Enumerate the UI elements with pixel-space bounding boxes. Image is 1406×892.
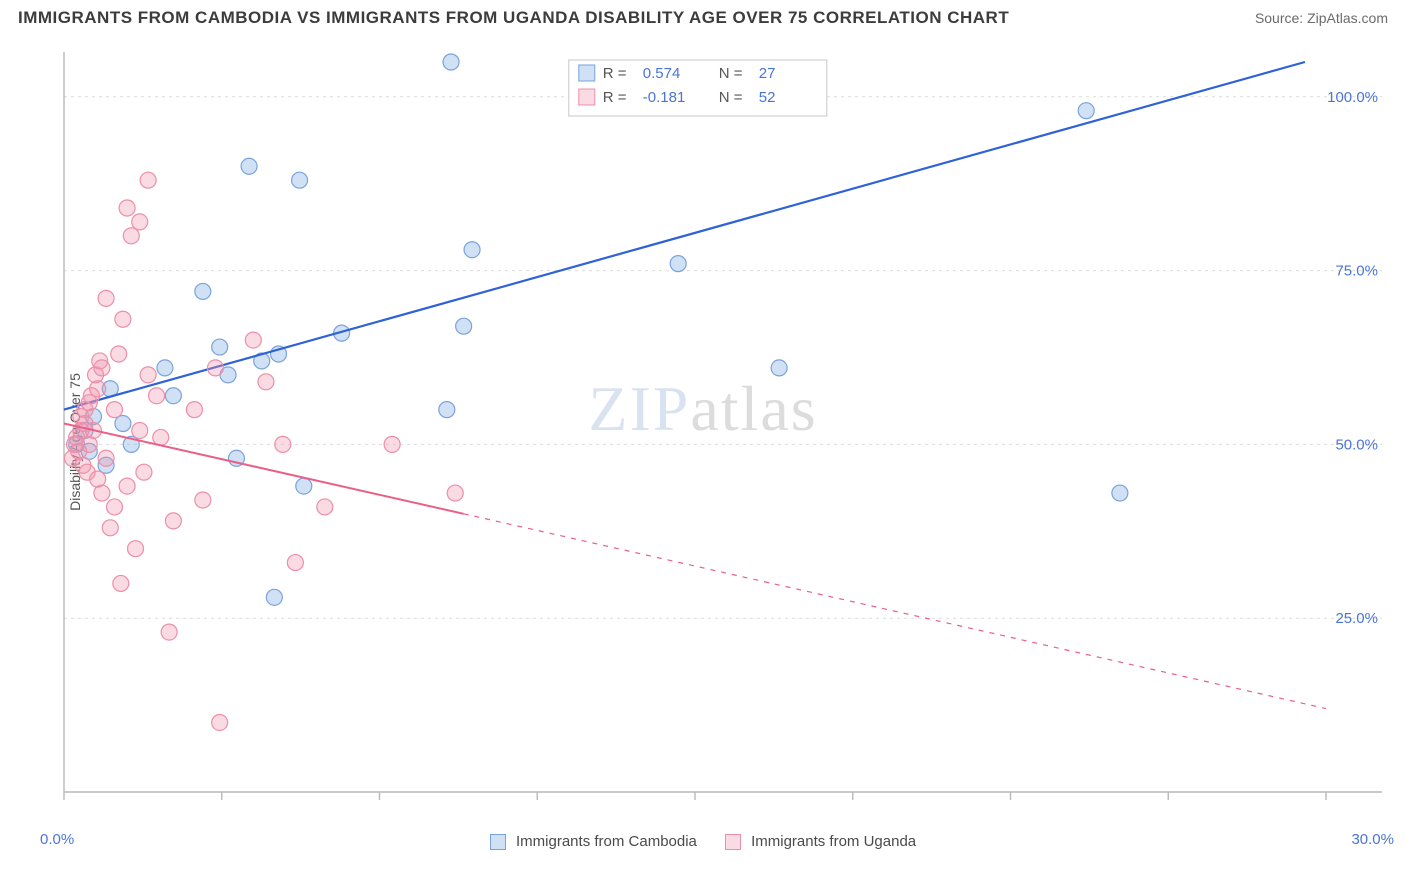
legend-item-cambodia: Immigrants from Cambodia <box>490 833 697 850</box>
series-legend: Immigrants from Cambodia Immigrants from… <box>0 833 1406 850</box>
svg-text:R =: R = <box>603 65 627 82</box>
svg-text:100.0%: 100.0% <box>1327 89 1378 106</box>
svg-text:-0.181: -0.181 <box>643 89 686 106</box>
legend-swatch-uganda <box>725 834 741 850</box>
svg-text:N =: N = <box>719 89 743 106</box>
plot-area: Disability Age Over 75 ZIPatlas 25.0%50.… <box>0 32 1406 852</box>
legend-swatch-cambodia <box>490 834 506 850</box>
source-attribution: Source: ZipAtlas.com <box>1255 10 1388 26</box>
legend-item-uganda: Immigrants from Uganda <box>725 833 916 850</box>
legend-label-cambodia: Immigrants from Cambodia <box>516 833 697 850</box>
svg-text:25.0%: 25.0% <box>1335 610 1378 627</box>
svg-text:R =: R = <box>603 89 627 106</box>
svg-text:27: 27 <box>759 65 776 82</box>
scatter-plot-svg: 25.0% 50.0% 75.0% 100.0% R = 0.574 N = 27 R = -0.… <box>40 42 1386 832</box>
legend-label-uganda: Immigrants from Uganda <box>751 833 916 850</box>
chart-title: IMMIGRANTS FROM CAMBODIA VS IMMIGRANTS F… <box>18 8 1009 28</box>
svg-text:N =: N = <box>719 65 743 82</box>
svg-text:50.0%: 50.0% <box>1335 436 1378 453</box>
svg-text:0.574: 0.574 <box>643 65 681 82</box>
svg-text:75.0%: 75.0% <box>1335 263 1378 280</box>
svg-text:52: 52 <box>759 89 776 106</box>
